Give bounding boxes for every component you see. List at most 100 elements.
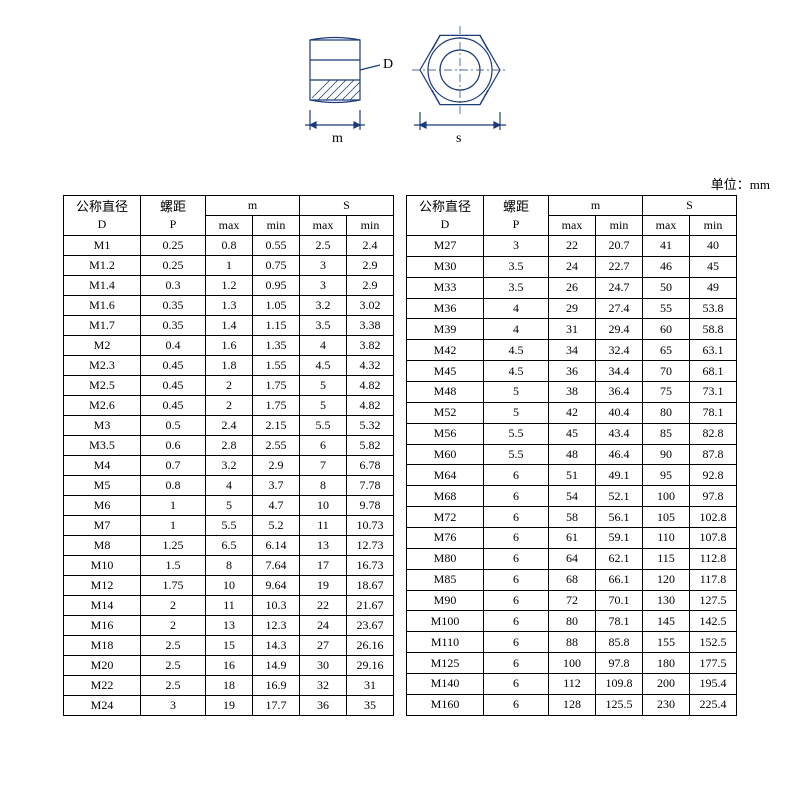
table-header: 公称直径D 螺距P m S max min max min	[64, 196, 394, 236]
table-cell: 66.1	[596, 569, 643, 590]
table-cell: 51	[549, 465, 596, 486]
table-cell: 1	[141, 516, 206, 536]
table-cell: 92.8	[690, 465, 737, 486]
table-cell: 0.75	[253, 256, 300, 276]
table-cell: 12.3	[253, 616, 300, 636]
table-cell: 6	[484, 611, 549, 632]
table-cell: 46.4	[596, 444, 643, 465]
table-cell: M22	[64, 676, 141, 696]
table-cell: M6	[64, 496, 141, 516]
table-cell: 85.8	[596, 632, 643, 653]
table-cell: 31	[549, 319, 596, 340]
table-cell: 1.75	[253, 376, 300, 396]
table-cell: 20.7	[596, 236, 643, 257]
table-cell: 2.5	[141, 656, 206, 676]
table-cell: 40.4	[596, 402, 643, 423]
table-cell: 41	[643, 236, 690, 257]
table-cell: 4	[206, 476, 253, 496]
table-cell: 36	[300, 696, 347, 716]
table-cell: 3.82	[347, 336, 394, 356]
table-cell: M2.3	[64, 356, 141, 376]
table-cell: 0.55	[253, 236, 300, 256]
table-cell: 27	[300, 636, 347, 656]
table-cell: 55	[643, 298, 690, 319]
table-cell: 0.25	[141, 256, 206, 276]
table-cell: 0.6	[141, 436, 206, 456]
table-cell: 2.5	[300, 236, 347, 256]
table-row: M101.587.641716.73	[64, 556, 394, 576]
table-row: M30.52.42.155.55.32	[64, 416, 394, 436]
table-cell: 62.1	[596, 548, 643, 569]
table-cell: 4.32	[347, 356, 394, 376]
table-cell: M33	[407, 277, 484, 298]
table-row: M715.55.21110.73	[64, 516, 394, 536]
table-cell: 0.5	[141, 416, 206, 436]
table-cell: 14.3	[253, 636, 300, 656]
table-cell: M16	[64, 616, 141, 636]
table-cell: 155	[643, 632, 690, 653]
table-cell: M76	[407, 528, 484, 549]
table-cell: M30	[407, 256, 484, 277]
table-cell: 12.73	[347, 536, 394, 556]
table-cell: 24.7	[596, 277, 643, 298]
table-cell: 3.2	[206, 456, 253, 476]
table-cell: M12	[64, 576, 141, 596]
table-cell: 97.8	[596, 653, 643, 674]
label-m: m	[332, 131, 343, 146]
table-cell: 29	[549, 298, 596, 319]
table-cell: M36	[407, 298, 484, 319]
table-cell: 19	[206, 696, 253, 716]
table-cell: 2.15	[253, 416, 300, 436]
table-cell: M2.6	[64, 396, 141, 416]
table-cell: M42	[407, 340, 484, 361]
table-row: M202.51614.93029.16	[64, 656, 394, 676]
table-cell: M39	[407, 319, 484, 340]
table-cell: 3.2	[300, 296, 347, 316]
label-s: s	[456, 131, 461, 146]
table-cell: 112.8	[690, 548, 737, 569]
table-cell: 6.78	[347, 456, 394, 476]
table-row: M565.54543.48582.8	[407, 423, 737, 444]
table-cell: 35	[347, 696, 394, 716]
table-cell: 27.4	[596, 298, 643, 319]
table-cell: 142.5	[690, 611, 737, 632]
table-cell: 120	[643, 569, 690, 590]
table-cell: 34.4	[596, 361, 643, 382]
table-cell: 6	[484, 590, 549, 611]
table-cell: 10	[300, 496, 347, 516]
table-cell: 6	[484, 632, 549, 653]
table-cell: 6	[300, 436, 347, 456]
table-row: M1.20.2510.7532.9	[64, 256, 394, 276]
table-cell: 1.25	[141, 536, 206, 556]
table-cell: 58	[549, 507, 596, 528]
table-cell: M10	[64, 556, 141, 576]
table-cell: 3	[300, 276, 347, 296]
table-row: M2431917.73635	[64, 696, 394, 716]
table-cell: 97.8	[690, 486, 737, 507]
table-cell: 225.4	[690, 694, 737, 715]
table-cell: 7.78	[347, 476, 394, 496]
table-row: M2.30.451.81.554.54.32	[64, 356, 394, 376]
table-cell: M52	[407, 402, 484, 423]
table-cell: 6	[484, 465, 549, 486]
table-cell: 1	[206, 256, 253, 276]
table-row: M1406112109.8200195.4	[407, 674, 737, 695]
table-cell: 43.4	[596, 423, 643, 444]
table-cell: M85	[407, 569, 484, 590]
table-row: M50.843.787.78	[64, 476, 394, 496]
table-cell: 110	[643, 528, 690, 549]
label-d: D	[383, 57, 393, 72]
table-cell: 2	[141, 616, 206, 636]
table-cell: 8	[300, 476, 347, 496]
table-cell: M1.2	[64, 256, 141, 276]
table-cell: 1.5	[141, 556, 206, 576]
table-cell: 13	[206, 616, 253, 636]
table-cell: 2.8	[206, 436, 253, 456]
unit-label: 单位：mm	[10, 174, 770, 193]
table-row: M4853836.47573.1	[407, 382, 737, 403]
table-header: 公称直径D 螺距P m S max min max min	[407, 196, 737, 236]
table-cell: 46	[643, 256, 690, 277]
table-cell: 1.6	[206, 336, 253, 356]
table-cell: 4	[484, 298, 549, 319]
table-cell: 2.9	[347, 276, 394, 296]
